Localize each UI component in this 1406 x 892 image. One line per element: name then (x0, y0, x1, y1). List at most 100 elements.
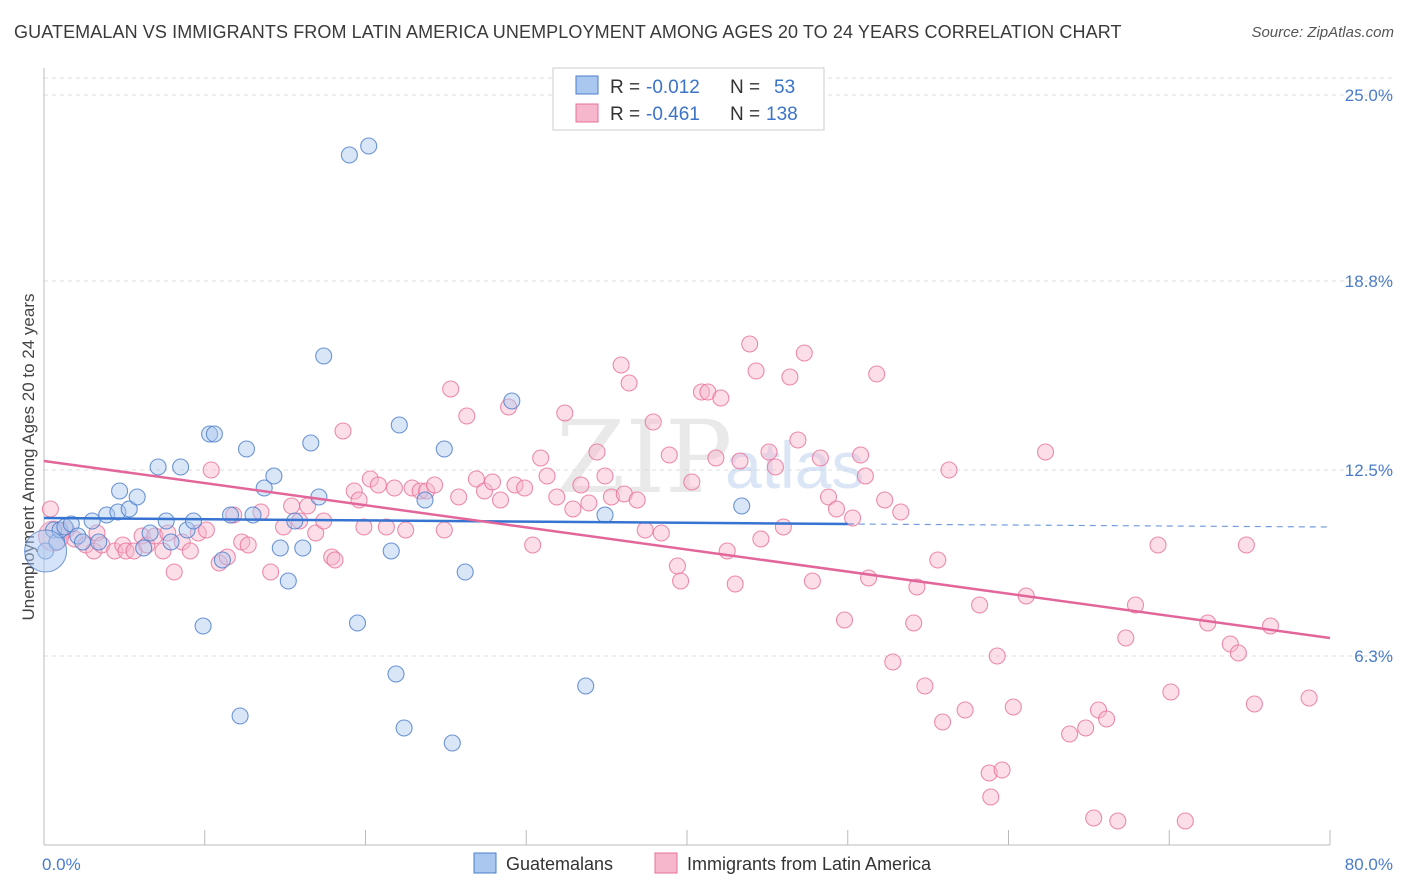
immigrant-point (789, 431, 807, 449)
immigrant-point (781, 368, 799, 386)
immigrant-point (795, 344, 813, 362)
immigrant-point (934, 713, 952, 731)
immigrant-point (377, 518, 395, 536)
immigrant-point (385, 479, 403, 497)
immigrant-point (1117, 629, 1135, 647)
guatemalan-point (279, 572, 297, 590)
immigrant-point (442, 380, 460, 398)
stats-n-value: 53 (774, 77, 795, 98)
immigrant-point (450, 488, 468, 506)
guatemalan-point (162, 533, 180, 551)
immigrant-point (202, 461, 220, 479)
immigrant-point (1109, 812, 1127, 830)
immigrant-point (712, 389, 730, 407)
guatemalan-point (111, 482, 129, 500)
guatemalan-point (596, 506, 614, 524)
immigrant-point (334, 422, 352, 440)
immigrant-point (1149, 536, 1167, 554)
immigrant-point (41, 500, 59, 518)
guatemalan-point (733, 497, 751, 515)
guatemalan-point (172, 458, 190, 476)
immigrant-point (1085, 809, 1103, 827)
immigrant-point (905, 614, 923, 632)
immigrant-point (218, 548, 236, 566)
immigrant-point (355, 518, 373, 536)
immigrant-point (860, 569, 878, 587)
guatemalan-point (294, 539, 312, 557)
immigrant-point (516, 479, 534, 497)
guatemalan-trend-line (43, 516, 848, 526)
guatemalan-point (90, 533, 108, 551)
immigrant-point (564, 500, 582, 518)
immigrant-point (752, 530, 770, 548)
immigrant-point (1061, 725, 1079, 743)
immigrant-point (538, 467, 556, 485)
guatemalan-point (390, 416, 408, 434)
guatemalan-point (194, 617, 212, 635)
immigrant-point (345, 482, 363, 500)
immigrant-point (326, 551, 344, 569)
immigrant-point (844, 509, 862, 527)
stats-swatch-guatemalans (575, 75, 599, 95)
stats-n-label: N = (730, 77, 760, 98)
immigrant-point (556, 404, 574, 422)
guatemalan-point (382, 542, 400, 560)
guatemalan-point (416, 491, 434, 509)
immigrant-point (1126, 596, 1145, 614)
immigrant-point (1300, 689, 1318, 707)
immigrant-point (620, 374, 638, 392)
immigrant-point (971, 596, 989, 614)
stats-r-label: R = (610, 104, 640, 125)
immigrant-point (644, 413, 662, 431)
guatemalan-point (302, 434, 320, 452)
immigrant-point (239, 536, 257, 554)
immigrant-point (1036, 443, 1055, 461)
guatemalan-point (503, 392, 521, 410)
immigrant-point (731, 452, 749, 470)
guatemalan-point (387, 665, 405, 683)
immigrant-point (692, 383, 711, 401)
guatemalan-point (109, 503, 127, 521)
x-tick-label: 80.0% (1345, 855, 1393, 874)
immigrant-point (572, 476, 590, 494)
immigrant-point (491, 491, 510, 509)
immigrant-point (307, 524, 325, 542)
immigrant-point (524, 536, 542, 554)
immigrant-point (884, 653, 902, 671)
immigrant-point (683, 473, 701, 491)
stats-r-value: -0.461 (646, 104, 700, 125)
guatemalan-point (348, 614, 367, 632)
immigrant-point (628, 491, 646, 509)
legend: Guatemalans Immigrants from Latin Americ… (473, 852, 932, 874)
y-tick-label: 6.3% (1354, 647, 1393, 666)
x-axis-ticks (43, 830, 1331, 845)
immigrant-point (181, 542, 199, 560)
guatemalan-point (395, 719, 413, 737)
immigrant-point (707, 449, 725, 467)
immigrant-point (892, 503, 910, 521)
immigrant-point (835, 611, 854, 629)
immigrant-point (602, 488, 620, 506)
immigrant-point (876, 491, 894, 509)
legend-swatch-guatemalans (473, 852, 497, 874)
immigrant-point (1077, 719, 1095, 737)
immigrant-point (827, 500, 846, 518)
guatemalan-point (178, 521, 196, 539)
stats-n-value: 138 (766, 104, 798, 125)
immigrant-point (868, 365, 886, 383)
y-axis-title: Unemployment Among Ages 20 to 24 years (19, 294, 38, 621)
immigrant-point (980, 764, 998, 782)
guatemalan-point (205, 425, 223, 443)
guatemalan-point (201, 425, 219, 443)
immigrant-point (940, 461, 958, 479)
guatemalan-point (128, 488, 146, 506)
immigrant-point (811, 449, 829, 467)
immigrant-point (652, 524, 670, 542)
immigrant-point (548, 488, 566, 506)
guatemalan-point (360, 137, 378, 155)
y-tick-label: 25.0% (1345, 86, 1393, 105)
immigrant-point (588, 443, 606, 461)
guatemalan-point (74, 533, 92, 551)
guatemalan-point (231, 707, 249, 725)
